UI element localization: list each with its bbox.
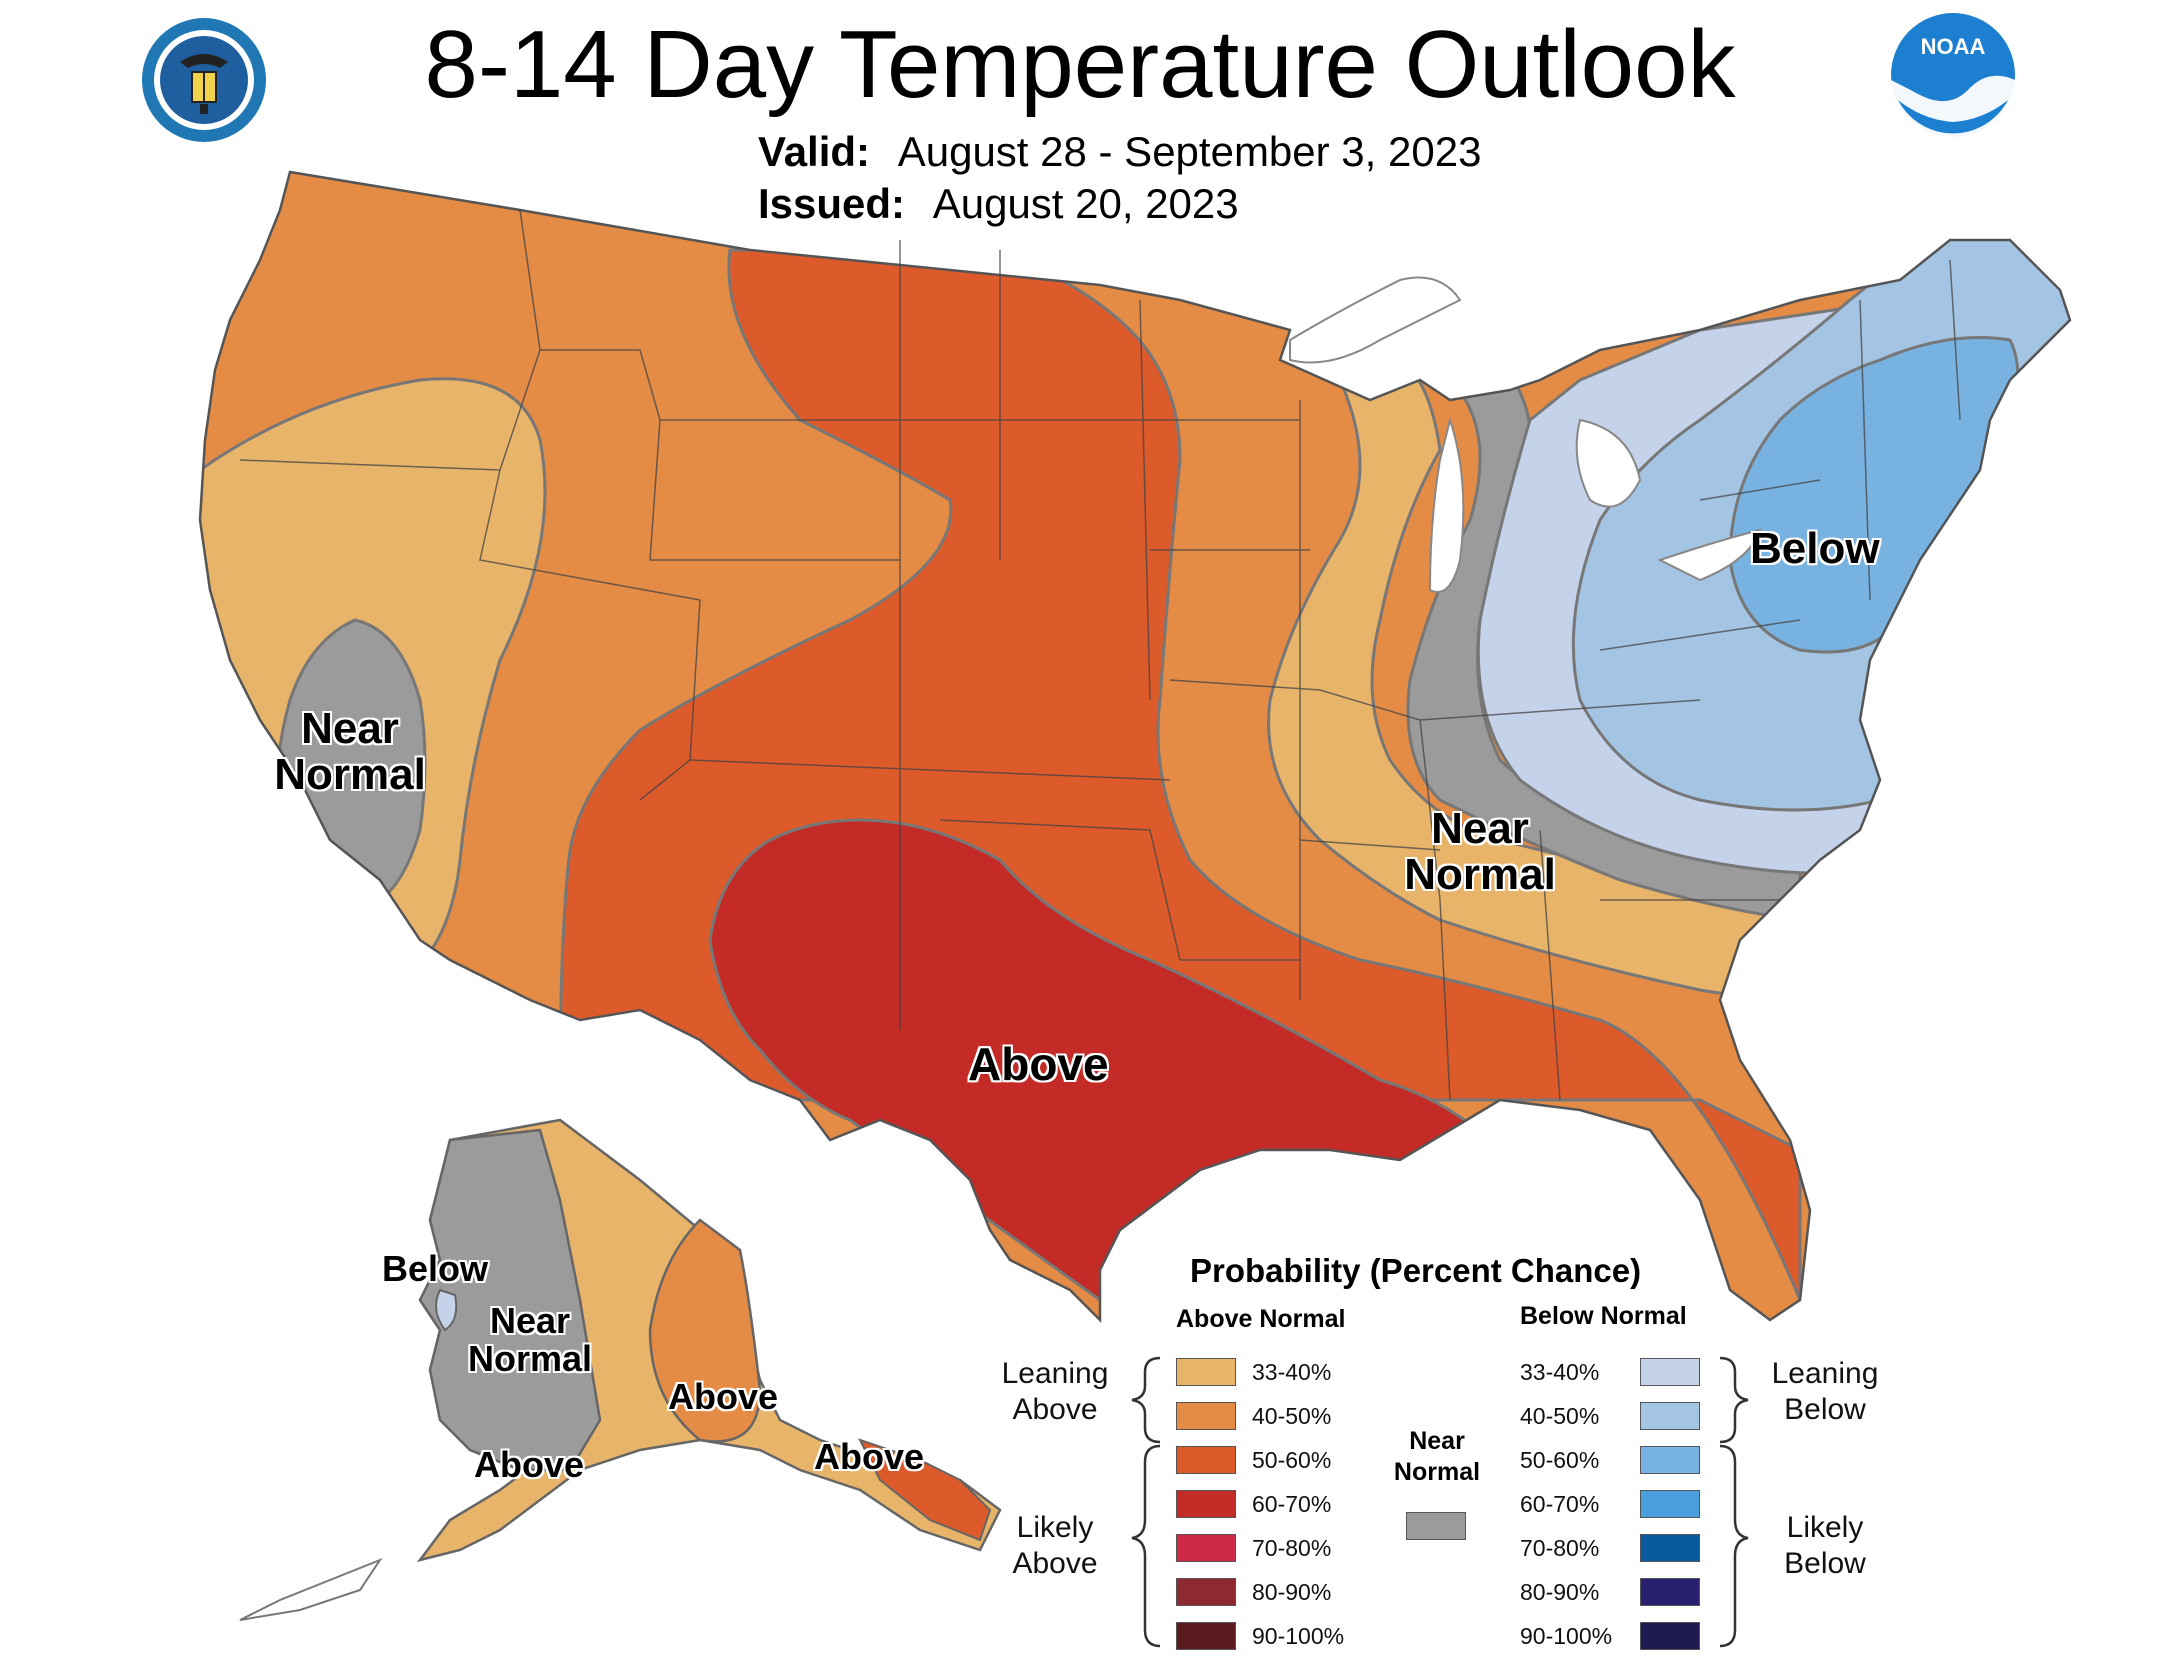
legend-above-range-label: 50-60% bbox=[1252, 1447, 1332, 1473]
legend-below-range-label: 90-100% bbox=[1520, 1623, 1613, 1649]
legend-likely-above-line1: Likely bbox=[1016, 1511, 1094, 1544]
lake-huron bbox=[1575, 418, 1642, 508]
noaa-logo-icon: NOAA bbox=[1891, 13, 2015, 140]
valid-label: Valid: bbox=[758, 128, 871, 175]
legend-leaning-below-line1: Leaning bbox=[1771, 1357, 1879, 1390]
label-east-near-normal-line1: Near bbox=[1431, 804, 1529, 853]
legend-above-range-label: 33-40% bbox=[1252, 1359, 1332, 1385]
label-west-near-normal: Near Normal bbox=[260, 704, 440, 800]
alaska-map bbox=[239, 1118, 1002, 1621]
label-alaska-near-normal-line1: Near bbox=[489, 1300, 571, 1341]
legend-leaning-above: Leaning Above bbox=[990, 1356, 1120, 1428]
legend-below-range-label: 33-40% bbox=[1520, 1359, 1600, 1385]
lake-superior bbox=[1289, 276, 1462, 364]
legend-below-header: Below Normal bbox=[1520, 1302, 1687, 1330]
figure-title: 8-14 Day Temperature Outlook bbox=[424, 11, 1736, 118]
legend-leaning-above-line1: Leaning bbox=[1001, 1357, 1109, 1390]
legend-likely-above-line2: Above bbox=[1012, 1547, 1098, 1580]
legend-above-range-label: 90-100% bbox=[1252, 1623, 1345, 1649]
issued-value: August 20, 2023 bbox=[932, 180, 1239, 227]
legend-near-normal-label: Near Normal bbox=[1382, 1426, 1492, 1489]
legend-above-swatch bbox=[1176, 1578, 1236, 1606]
legend-likely-below: Likely Below bbox=[1760, 1510, 1890, 1582]
legend-above-range-label: 70-80% bbox=[1252, 1535, 1332, 1561]
brace-leaning-below bbox=[1719, 1356, 1749, 1444]
alaska-above-40-50 bbox=[648, 1218, 762, 1443]
valid-line: Valid: August 28 - September 3, 2023 bbox=[758, 128, 1481, 176]
us-outline bbox=[198, 170, 2072, 1324]
issued-line: Issued: August 20, 2023 bbox=[758, 180, 1239, 228]
legend-below-swatch bbox=[1640, 1622, 1700, 1650]
label-west-near-normal-line1: Near bbox=[301, 704, 399, 753]
alaska-panhandle-above-50-60 bbox=[858, 1438, 992, 1542]
legend-likely-above: Likely Above bbox=[990, 1510, 1120, 1582]
state-boundaries bbox=[239, 209, 1961, 1101]
legend-below-range-label: 70-80% bbox=[1520, 1535, 1600, 1561]
legend-likely-below-line1: Likely bbox=[1786, 1511, 1864, 1544]
label-alaska-above-panhandle: Above bbox=[814, 1436, 925, 1477]
legend-above-header: Above Normal bbox=[1176, 1305, 1346, 1333]
lake-michigan bbox=[1428, 416, 1465, 593]
lake-erie bbox=[1657, 528, 1762, 582]
noaa-text: NOAA bbox=[1921, 34, 1986, 59]
label-east-near-normal-line2: Normal bbox=[1404, 850, 1556, 900]
legend-above-swatch bbox=[1176, 1622, 1236, 1650]
label-alaska-below: Below bbox=[382, 1248, 489, 1289]
legend-above-swatch bbox=[1176, 1446, 1236, 1474]
legend-title: Probability (Percent Chance) bbox=[1190, 1252, 1642, 1289]
alaska-near-normal bbox=[418, 1128, 602, 1472]
legend-above-swatch bbox=[1176, 1534, 1236, 1562]
legend-above-swatch bbox=[1176, 1358, 1236, 1386]
label-alaska-near-normal-line2: Normal bbox=[467, 1337, 593, 1379]
legend-below-swatch bbox=[1640, 1358, 1700, 1386]
label-alaska-above-sw: Above bbox=[474, 1444, 585, 1485]
legend-leaning-above-line2: Above bbox=[1012, 1393, 1098, 1426]
legend-below-swatch bbox=[1640, 1578, 1700, 1606]
brace-leaning-above bbox=[1131, 1356, 1161, 1444]
great-lakes bbox=[1289, 276, 1762, 593]
label-northeast-below: Below bbox=[1750, 524, 1880, 573]
legend-below-range-label: 80-90% bbox=[1520, 1579, 1600, 1605]
legend-below-swatch bbox=[1640, 1534, 1700, 1562]
legend-above-range-label: 40-50% bbox=[1252, 1403, 1332, 1429]
legend-above-range-label: 80-90% bbox=[1252, 1579, 1332, 1605]
legend-below-range-label: 50-60% bbox=[1520, 1447, 1600, 1473]
department-of-commerce-seal-icon bbox=[142, 18, 266, 142]
legend-below-range-label: 60-70% bbox=[1520, 1491, 1600, 1517]
legend-above-swatch bbox=[1176, 1490, 1236, 1518]
legend-near-normal-swatch bbox=[1406, 1512, 1466, 1540]
valid-value: August 28 - September 3, 2023 bbox=[897, 128, 1482, 175]
legend-likely-below-line2: Below bbox=[1784, 1547, 1866, 1580]
legend-below-range-label: 40-50% bbox=[1520, 1403, 1600, 1429]
aleutian-islands bbox=[239, 1557, 383, 1621]
label-alaska-above-south: Above bbox=[668, 1376, 779, 1417]
legend-below-swatch bbox=[1640, 1490, 1700, 1518]
legend-leaning-below-line2: Below bbox=[1784, 1393, 1866, 1426]
legend-below-swatch bbox=[1640, 1446, 1700, 1474]
brace-likely-above bbox=[1131, 1444, 1161, 1648]
label-east-near-normal: Near Normal bbox=[1380, 804, 1580, 900]
issued-label: Issued: bbox=[758, 180, 906, 227]
legend-above-swatch bbox=[1176, 1402, 1236, 1430]
legend-below-swatch bbox=[1640, 1402, 1700, 1430]
brace-likely-below bbox=[1719, 1444, 1749, 1648]
legend-leaning-below: Leaning Below bbox=[1760, 1356, 1890, 1428]
label-west-near-normal-line2: Normal bbox=[274, 750, 426, 800]
legend-above-range-label: 60-70% bbox=[1252, 1491, 1332, 1517]
legend-near-normal-line1: Near bbox=[1409, 1427, 1465, 1455]
label-alaska-near-normal: Near Normal bbox=[440, 1302, 620, 1378]
alaska-below-33-40 bbox=[435, 1288, 458, 1332]
label-south-above: Above bbox=[968, 1038, 1109, 1090]
legend-near-normal-line2: Normal bbox=[1393, 1458, 1481, 1487]
